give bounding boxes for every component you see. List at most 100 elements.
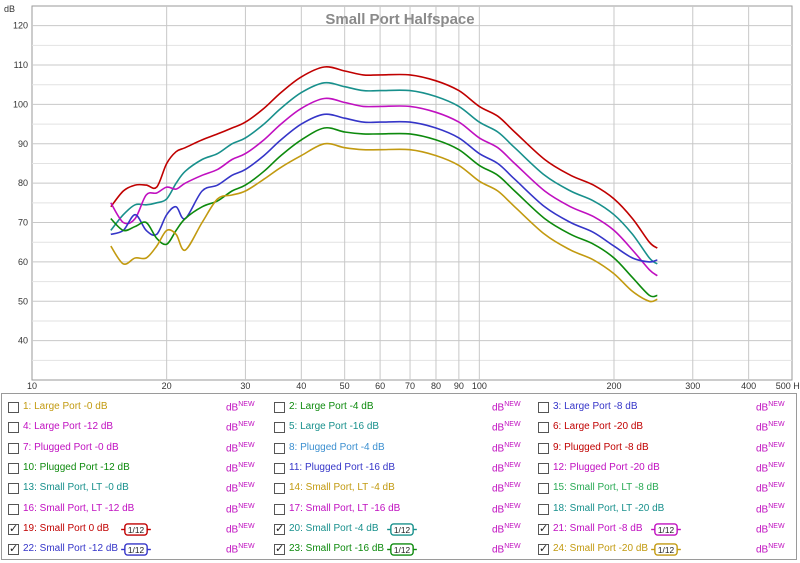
db-new-link[interactable]: dBNEW: [226, 441, 255, 454]
db-new-link[interactable]: dBNEW: [226, 461, 255, 475]
legend-item[interactable]: 11: Plugged Port -16 dB dBNEW: [268, 459, 534, 479]
legend-item[interactable]: 16: Small Port, LT -12 dB dBNEW: [2, 500, 268, 520]
legend-label: 14: Small Port, LT -4 dB: [289, 482, 395, 494]
legend-item[interactable]: 7: Plugged Port -0 dB dBNEW: [2, 439, 268, 459]
smoothing-badge[interactable]: 1/12: [650, 543, 682, 556]
x-tick-label: 100: [472, 381, 487, 391]
x-tick-label: 30: [240, 381, 250, 391]
legend-checkbox[interactable]: [8, 503, 19, 515]
legend-item[interactable]: 19: Small Port 0 dB 1/12 dBNEW: [2, 520, 268, 540]
legend-item[interactable]: 6: Large Port -20 dB dBNEW: [532, 418, 798, 438]
db-new-link[interactable]: dBNEW: [756, 441, 785, 454]
legend-item[interactable]: 8: Plugged Port -4 dB dBNEW: [268, 439, 534, 459]
legend-item[interactable]: 4: Large Port -12 dB dBNEW: [2, 418, 268, 438]
smoothing-badge[interactable]: 1/12: [650, 523, 682, 536]
legend-item[interactable]: 21: Small Port -8 dB 1/12 dBNEW: [532, 520, 798, 540]
db-new-link[interactable]: dBNEW: [756, 401, 785, 414]
db-new-link[interactable]: dBNEW: [492, 543, 521, 556]
db-new-link[interactable]: dBNEW: [226, 522, 255, 536]
legend-checkbox[interactable]: [8, 402, 19, 413]
smoothing-badge[interactable]: 1/12: [386, 543, 418, 556]
legend-label: 15: Small Port, LT -8 dB: [553, 482, 659, 494]
legend-checkbox[interactable]: [8, 522, 19, 535]
smoothing-badge[interactable]: 1/12: [120, 523, 152, 536]
legend-checkbox[interactable]: [538, 522, 549, 535]
series-line-23: [110, 126, 658, 298]
legend-item[interactable]: 9: Plugged Port -8 dB dBNEW: [532, 439, 798, 459]
legend-item[interactable]: 13: Small Port, LT -0 dB dBNEW: [2, 479, 268, 499]
legend-checkbox[interactable]: [8, 542, 19, 556]
db-new-link[interactable]: dBNEW: [492, 482, 521, 495]
legend-label: 5: Large Port -16 dB: [289, 421, 380, 433]
legend-item[interactable]: 14: Small Port, LT -4 dB dBNEW: [268, 479, 534, 499]
legend-row: 22: Small Port -12 dB1/12dBNEW23: Small …: [2, 540, 798, 560]
legend-checkbox[interactable]: [538, 542, 549, 556]
legend-row: 4: Large Port -12 dB dBNEW 5: Large Port -…: [2, 418, 798, 438]
db-new-link[interactable]: dBNEW: [492, 502, 521, 515]
db-new-link[interactable]: dBNEW: [226, 421, 255, 434]
series-line-20: [110, 81, 658, 265]
db-new-link[interactable]: dBNEW: [756, 522, 785, 536]
legend-checkbox[interactable]: [538, 402, 549, 413]
legend-checkbox[interactable]: [538, 462, 549, 474]
y-tick-label: 110: [14, 60, 28, 70]
legend-checkbox[interactable]: [274, 542, 285, 556]
legend-item[interactable]: 2: Large Port -4 dB dBNEW: [268, 398, 534, 418]
smoothing-badge[interactable]: 1/12: [386, 523, 418, 536]
db-new-link[interactable]: dBNEW: [492, 421, 521, 434]
legend-row: 16: Small Port, LT -12 dB dBNEW 17: Small …: [2, 500, 798, 520]
smoothing-label: 1/12: [394, 525, 411, 535]
legend-item[interactable]: 15: Small Port, LT -8 dB dBNEW: [532, 479, 798, 499]
y-axis-label: dB: [4, 4, 15, 14]
legend-item[interactable]: 20: Small Port -4 dB 1/12 dBNEW: [268, 520, 534, 540]
legend-item[interactable]: 3: Large Port -8 dB dBNEW: [532, 398, 798, 418]
legend-checkbox[interactable]: [8, 462, 19, 474]
legend-checkbox[interactable]: [274, 422, 285, 434]
smoothing-badge[interactable]: 1/12: [120, 543, 152, 556]
legend-checkbox[interactable]: [8, 422, 19, 434]
db-new-link[interactable]: dBNEW: [226, 543, 255, 556]
legend-checkbox[interactable]: [274, 503, 285, 515]
db-new-link[interactable]: dBNEW: [756, 421, 785, 434]
db-new-link[interactable]: dBNEW: [492, 401, 521, 414]
db-new-link[interactable]: dBNEW: [226, 482, 255, 495]
legend-checkbox[interactable]: [274, 402, 285, 413]
legend-label: 21: Small Port -8 dB: [553, 522, 643, 534]
legend-item[interactable]: 23: Small Port -16 dB 1/12 dBNEW: [268, 540, 534, 560]
legend-item[interactable]: 12: Plugged Port -20 dB dBNEW: [532, 459, 798, 479]
x-tick-labels: 10 20 30 40 50 60 70 80 90 100 200 300 400 500 Hz: [27, 381, 800, 391]
legend-checkbox[interactable]: [274, 483, 285, 495]
series-line-19: [110, 66, 658, 249]
db-new-link[interactable]: dBNEW: [226, 401, 255, 414]
smoothing-label: 1/12: [394, 545, 411, 555]
db-new-link[interactable]: dBNEW: [756, 482, 785, 495]
legend-item[interactable]: 22: Small Port -12 dB 1/12 dBNEW: [2, 540, 268, 560]
legend-checkbox[interactable]: [274, 442, 285, 454]
y-tick-label: 80: [18, 178, 28, 188]
db-new-link[interactable]: dBNEW: [756, 502, 785, 515]
legend-checkbox[interactable]: [8, 442, 19, 454]
legend-label: 13: Small Port, LT -0 dB: [23, 482, 129, 494]
db-new-link[interactable]: dBNEW: [492, 522, 521, 536]
db-new-link[interactable]: dBNEW: [492, 461, 521, 475]
legend-item[interactable]: 24: Small Port -20 dB 1/12 dBNEW: [532, 540, 798, 560]
db-new-link[interactable]: dBNEW: [226, 502, 255, 515]
y-tick-label: 40: [18, 336, 28, 346]
legend-checkbox[interactable]: [538, 422, 549, 434]
legend-item[interactable]: 17: Small Port, LT -16 dB dBNEW: [268, 500, 534, 520]
legend-item[interactable]: 10: Plugged Port -12 dB dBNEW: [2, 459, 268, 479]
legend-checkbox[interactable]: [538, 503, 549, 515]
legend-checkbox[interactable]: [538, 442, 549, 454]
legend-item[interactable]: 1: Large Port -0 dB dBNEW: [2, 398, 268, 418]
legend-item[interactable]: 18: Small Port, LT -20 dB dBNEW: [532, 500, 798, 520]
legend-checkbox[interactable]: [8, 483, 19, 495]
smoothing-label: 1/12: [128, 525, 145, 535]
db-new-link[interactable]: dBNEW: [756, 461, 785, 475]
legend-item[interactable]: 5: Large Port -16 dB dBNEW: [268, 418, 534, 438]
legend-label: 16: Small Port, LT -12 dB: [23, 502, 135, 514]
legend-checkbox[interactable]: [538, 483, 549, 495]
legend-checkbox[interactable]: [274, 462, 285, 474]
db-new-link[interactable]: dBNEW: [756, 543, 785, 556]
db-new-link[interactable]: dBNEW: [492, 441, 521, 454]
legend-checkbox[interactable]: [274, 522, 285, 535]
